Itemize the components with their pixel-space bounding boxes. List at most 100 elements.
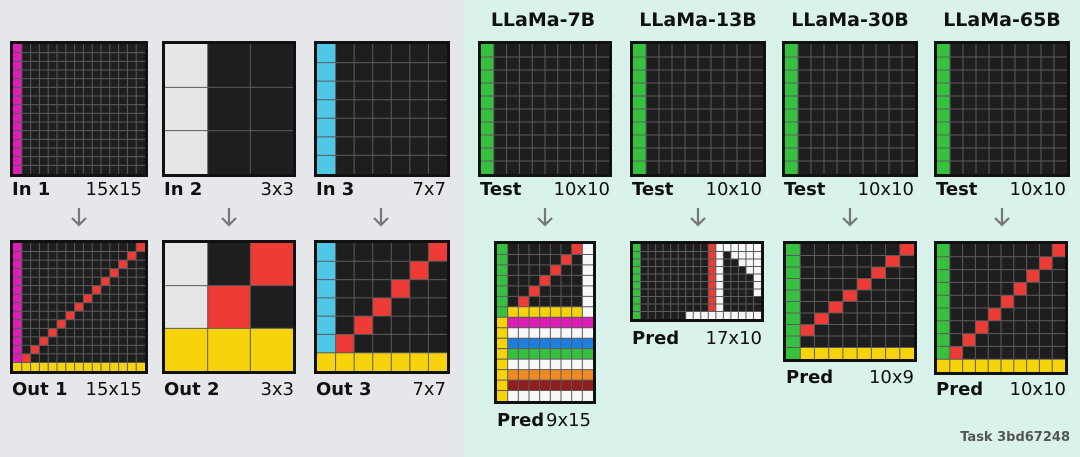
grid-cell: [633, 251, 641, 259]
grid-cell: [428, 316, 447, 335]
grid-cell: [92, 251, 101, 261]
grid-cell: [655, 259, 664, 267]
grid-cell: [101, 96, 110, 105]
grid-cell: [640, 289, 649, 297]
grid-cell: [529, 327, 540, 339]
grid-cell: [570, 96, 584, 109]
grid-cell: [506, 83, 520, 96]
grid-cell: [786, 267, 801, 279]
grid-cell: [136, 113, 145, 122]
grid-cell: [889, 122, 902, 135]
grid-cell: [317, 44, 336, 63]
grid-cell: [596, 122, 609, 135]
grid-cell: [39, 277, 49, 286]
grid-cell: [39, 165, 49, 174]
grid-cell: [800, 324, 815, 336]
grid-cell: [101, 70, 110, 79]
grid-cell: [92, 243, 101, 252]
grid-cell: [582, 369, 593, 381]
grid-cell: [118, 277, 128, 286]
grid-cell: [109, 87, 119, 96]
grid-cell: [30, 87, 40, 96]
grid-cell: [648, 296, 656, 304]
pred-grid-13b: [630, 241, 764, 322]
grid-cell: [39, 156, 49, 166]
grid-cell: [529, 369, 540, 381]
grid-cell: [798, 70, 811, 83]
grid-cell: [571, 359, 583, 370]
grid-cell: [711, 122, 724, 135]
grid-cell: [640, 304, 649, 312]
grid-cell: [48, 294, 57, 303]
grid-cell: [1039, 308, 1053, 321]
grid-cell: [698, 148, 711, 161]
grid-cell: [136, 44, 145, 53]
grid-cell: [136, 268, 145, 278]
grid-cell: [101, 268, 110, 278]
grid-cell: [1028, 109, 1041, 122]
grid-cell: [672, 109, 685, 122]
grid-cell: [127, 61, 137, 70]
grid-cell: [785, 122, 798, 135]
grid-cell: [354, 261, 373, 280]
grid-cell: [550, 244, 561, 255]
grid-cell: [724, 148, 737, 161]
grid-cell: [582, 348, 593, 360]
grid-cell: [698, 44, 711, 57]
grid-cell: [1028, 70, 1041, 83]
test3-size: 10x10: [857, 179, 914, 200]
output-grid-1: [10, 240, 148, 374]
grid-cell: [655, 311, 664, 319]
grid-cell: [745, 289, 754, 297]
grid-cell: [13, 139, 22, 148]
grid-cell: [74, 87, 84, 96]
grid-cell: [1013, 295, 1027, 308]
grid-cell: [109, 104, 119, 114]
grid-cell: [101, 302, 110, 312]
grid-cell: [21, 328, 31, 337]
grid-cell: [962, 269, 976, 283]
grid-cell: [545, 57, 558, 70]
grid-cell: [648, 289, 656, 297]
grid-cell: [1015, 44, 1028, 57]
grid-cell: [317, 334, 336, 353]
grid-cell: [786, 290, 801, 302]
grid-cell: [633, 266, 641, 274]
grid-cell: [74, 319, 84, 329]
grid-cell: [885, 347, 900, 359]
grid-cell: [335, 155, 355, 174]
grid-cell: [48, 311, 57, 320]
grid-cell: [317, 62, 336, 82]
arrow-down-icon: [69, 206, 89, 228]
grid-cell: [1041, 57, 1054, 70]
grid-cell: [655, 274, 664, 282]
grid-cell: [1015, 96, 1028, 109]
grid-cell: [753, 281, 761, 289]
grid-cell: [750, 161, 763, 174]
grid-cell: [1026, 256, 1040, 270]
grid-cell: [92, 277, 101, 286]
grid-cell: [372, 136, 392, 156]
grid-cell: [118, 78, 128, 88]
grid-cell: [21, 277, 31, 286]
grid-cell: [335, 297, 355, 317]
grid-cell: [937, 359, 950, 372]
grid-cell: [65, 148, 75, 157]
grid-cell: [902, 148, 915, 161]
grid-cell: [988, 282, 1001, 296]
grid-cell: [950, 57, 963, 70]
grid-cell: [497, 285, 508, 297]
grid-cell: [65, 44, 75, 53]
grid-cell: [708, 259, 716, 267]
grid-cell: [48, 345, 57, 354]
grid-cells: [786, 244, 914, 359]
grid-cell: [571, 264, 583, 276]
grid-cell: [481, 109, 494, 122]
grid-cell: [1041, 44, 1054, 57]
grid-cell: [101, 104, 110, 114]
grid-cell: [74, 302, 84, 312]
grid-cell: [13, 260, 22, 269]
grid-cell: [317, 99, 336, 119]
grid-cell: [750, 148, 763, 161]
grid-cell: [646, 148, 659, 161]
